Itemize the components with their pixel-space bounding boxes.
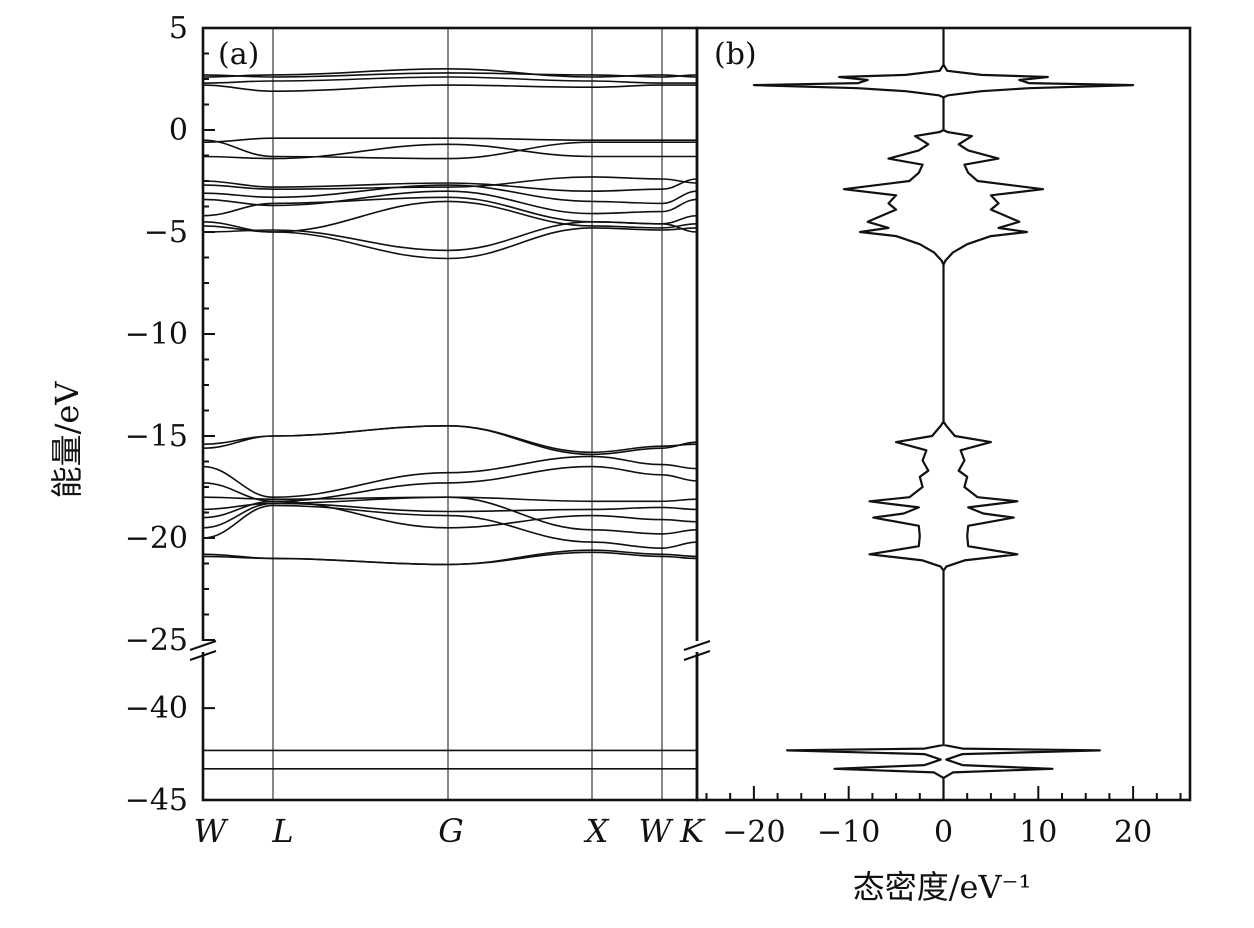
y-axis-title: 能量/eV: [48, 381, 86, 499]
band-line-c1: [202, 76, 697, 84]
panel-label-a: (a): [218, 37, 259, 72]
kpoint-lines: [272, 28, 663, 800]
kpoint-label-G: G: [438, 812, 464, 850]
x-tick-label: 0: [934, 815, 953, 850]
x-tick-label: 20: [1114, 815, 1152, 850]
kpoint-label-X: X: [583, 812, 610, 850]
kpoint-label-W: W: [194, 812, 230, 850]
y-tick-label: −15: [125, 419, 188, 454]
kpoint-label-L: L: [271, 812, 293, 850]
break-slash: [683, 640, 711, 651]
y-tick-label: −5: [144, 215, 188, 250]
y-tick-label: 0: [169, 113, 188, 148]
axis-break-marks: [189, 640, 711, 661]
band-line-s6: [202, 502, 698, 513]
kpoint-label-K: K: [679, 812, 706, 850]
band-lines: [202, 67, 698, 770]
x-tick-label: −10: [817, 815, 880, 850]
x-axis: −20 −10 0 10 20: [705, 786, 1182, 850]
band-line-s2: [202, 424, 698, 454]
band-line-s4: [202, 465, 698, 503]
y-tick-label: −10: [125, 317, 188, 352]
band-line-s10: [202, 549, 698, 566]
y-tick-label: 5: [169, 11, 188, 46]
y-tick-label: −40: [125, 691, 188, 726]
dos-panel: −20 −10 0 10 20 (b) 态密度/eV⁻¹: [695, 26, 1192, 906]
band-line-s11: [202, 551, 698, 566]
break-slash: [189, 640, 217, 651]
y-tick-label: −20: [125, 521, 188, 556]
y-tick-label: −25: [125, 623, 188, 658]
band-line-c3: [202, 84, 697, 93]
dos-curve: [752, 26, 1135, 802]
kpoint-label-W: W: [639, 812, 675, 850]
band-line-s3: [202, 455, 698, 499]
panel-label-b: (b): [714, 37, 757, 72]
x-axis-title: 态密度/eV⁻¹: [853, 868, 1032, 906]
break-slash: [683, 650, 711, 661]
break-slash: [189, 650, 217, 661]
x-tick-label: −20: [722, 815, 785, 850]
x-tick-label: 10: [1019, 815, 1057, 850]
y-tick-label: −45: [125, 783, 188, 818]
y-axis: 5 0 −5 −10 −15 −20 −25 −40 −45: [125, 11, 215, 818]
